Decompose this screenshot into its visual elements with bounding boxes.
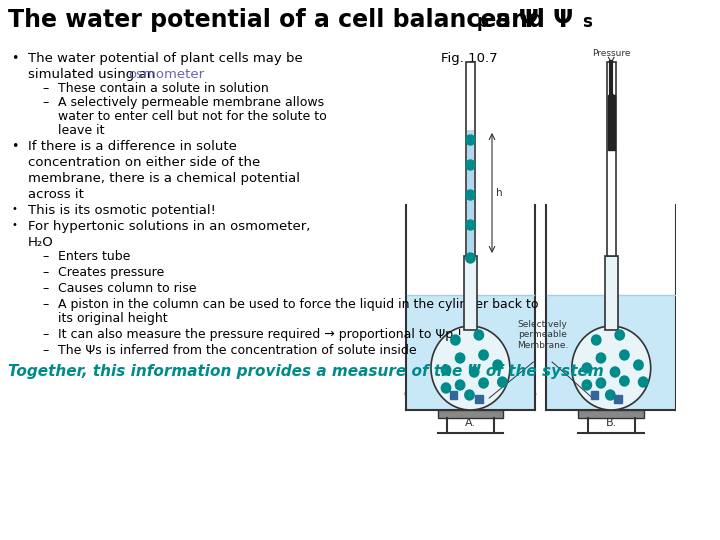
- Circle shape: [466, 253, 475, 263]
- Text: •: •: [12, 52, 19, 65]
- Text: –: –: [42, 250, 48, 263]
- Circle shape: [474, 330, 484, 340]
- Text: Causes column to rise: Causes column to rise: [58, 282, 197, 295]
- Text: For hypertonic solutions in an osmometer,: For hypertonic solutions in an osmometer…: [28, 220, 310, 233]
- Text: concentration on either side of the: concentration on either side of the: [28, 156, 261, 169]
- Circle shape: [466, 135, 475, 145]
- Text: •: •: [12, 140, 19, 153]
- Text: The water potential of a cell balances Ψ: The water potential of a cell balances Ψ: [7, 8, 539, 32]
- Bar: [547, 295, 675, 409]
- Text: A piston in the column can be used to force the liquid in the cylinder back to: A piston in the column can be used to fo…: [58, 298, 539, 311]
- Text: Pressure: Pressure: [592, 49, 631, 58]
- Text: H₂O: H₂O: [28, 236, 54, 249]
- Circle shape: [620, 350, 629, 360]
- Text: If there is a difference in solute: If there is a difference in solute: [28, 140, 237, 153]
- Circle shape: [596, 378, 606, 388]
- Text: simulated using an: simulated using an: [28, 68, 160, 81]
- Text: B.: B.: [606, 418, 617, 428]
- Circle shape: [639, 377, 648, 387]
- Text: Creates pressure: Creates pressure: [58, 266, 164, 279]
- Text: h: h: [496, 188, 503, 198]
- Circle shape: [431, 326, 510, 410]
- Text: across it: across it: [28, 188, 84, 201]
- Bar: [578, 410, 644, 418]
- Text: –: –: [42, 266, 48, 279]
- Text: A selectively permeable membrane allows: A selectively permeable membrane allows: [58, 96, 324, 109]
- Text: Selectively
permeable
Membrane.: Selectively permeable Membrane.: [517, 320, 568, 350]
- Bar: [466, 62, 475, 256]
- Text: •: •: [12, 220, 17, 230]
- Text: osmometer: osmometer: [129, 68, 204, 81]
- Bar: [467, 130, 474, 256]
- Circle shape: [466, 160, 475, 170]
- Circle shape: [498, 377, 507, 387]
- Bar: [464, 256, 477, 330]
- Text: This is its osmotic potential!: This is its osmotic potential!: [28, 204, 216, 217]
- Text: and Ψ: and Ψ: [487, 8, 573, 32]
- Circle shape: [441, 365, 451, 375]
- Text: –: –: [42, 298, 48, 311]
- Bar: [475, 395, 482, 403]
- Text: –: –: [42, 82, 48, 95]
- Circle shape: [572, 326, 651, 410]
- Text: water to enter cell but not for the solute to: water to enter cell but not for the solu…: [58, 110, 327, 123]
- Circle shape: [615, 330, 624, 340]
- Bar: [608, 95, 615, 150]
- Text: Together, this information provides a measure of the Ψ of the system: Together, this information provides a me…: [7, 364, 603, 379]
- Circle shape: [620, 376, 629, 386]
- Circle shape: [611, 367, 620, 377]
- Circle shape: [582, 363, 592, 373]
- Text: leave it: leave it: [58, 124, 104, 137]
- Circle shape: [592, 335, 601, 345]
- Circle shape: [479, 350, 488, 360]
- Text: –: –: [42, 328, 48, 341]
- Circle shape: [479, 378, 488, 388]
- Text: A.: A.: [465, 418, 476, 428]
- Bar: [606, 62, 616, 256]
- Text: It can also measure the pressure required → proportional to Ψp !: It can also measure the pressure require…: [58, 328, 462, 341]
- Bar: [590, 391, 598, 399]
- Circle shape: [441, 383, 451, 393]
- Circle shape: [455, 353, 465, 363]
- Circle shape: [634, 360, 643, 370]
- Circle shape: [455, 380, 465, 390]
- Circle shape: [596, 353, 606, 363]
- Bar: [450, 391, 457, 399]
- Bar: [614, 395, 621, 403]
- Circle shape: [466, 220, 475, 230]
- Text: The water potential of plant cells may be: The water potential of plant cells may b…: [28, 52, 303, 65]
- Text: The Ψs is inferred from the concentration of solute inside: The Ψs is inferred from the concentratio…: [58, 344, 417, 357]
- Text: p: p: [477, 13, 489, 31]
- Text: These contain a solute in solution: These contain a solute in solution: [58, 82, 269, 95]
- Text: Enters tube: Enters tube: [58, 250, 130, 263]
- Text: Fig. 10.7: Fig. 10.7: [441, 52, 498, 65]
- Circle shape: [493, 360, 503, 370]
- Circle shape: [606, 390, 615, 400]
- Circle shape: [469, 367, 479, 377]
- Text: –: –: [42, 96, 48, 109]
- Circle shape: [582, 380, 592, 390]
- Bar: [605, 256, 618, 330]
- Text: •: •: [12, 204, 17, 214]
- Text: s: s: [582, 13, 592, 31]
- Text: –: –: [42, 282, 48, 295]
- Circle shape: [465, 390, 474, 400]
- Bar: [407, 295, 534, 409]
- Circle shape: [466, 190, 475, 200]
- Circle shape: [451, 335, 460, 345]
- Bar: [438, 410, 503, 418]
- Text: its original height: its original height: [58, 312, 168, 325]
- Text: membrane, there is a chemical potential: membrane, there is a chemical potential: [28, 172, 300, 185]
- Text: –: –: [42, 344, 48, 357]
